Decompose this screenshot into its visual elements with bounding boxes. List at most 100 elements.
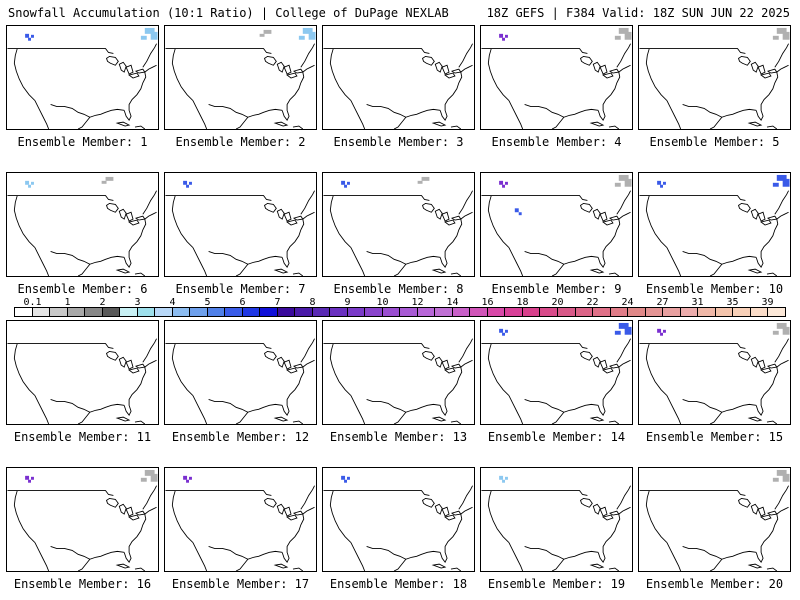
map-boundary [757, 211, 766, 222]
map-boundary [125, 506, 134, 517]
map-boundary [766, 510, 778, 516]
ensemble-member-label: Ensemble Member: 20 [645, 577, 784, 591]
map-boundary [134, 125, 146, 129]
map-boundary [460, 359, 473, 368]
map-boundary [508, 100, 524, 129]
map-boundary [125, 64, 134, 75]
map-boundary [292, 272, 304, 276]
snowfall-patch [499, 33, 504, 38]
map-boundary [134, 215, 146, 221]
snowfall-patch [660, 332, 663, 336]
map-boundary [323, 48, 430, 54]
map-boundary [144, 211, 157, 220]
map-boundary [292, 68, 304, 74]
snowfall-patch [186, 184, 189, 188]
conus-basemap [165, 27, 316, 129]
map-boundary [13, 343, 36, 396]
map-boundary [264, 55, 277, 66]
snowfall-patch [772, 35, 779, 40]
map-boundary [264, 350, 277, 361]
snowfall-patch [347, 181, 350, 185]
map-boundary [34, 100, 50, 129]
snowfall-patch [657, 328, 662, 333]
map-boundary [118, 356, 127, 368]
map-boundary [144, 506, 157, 515]
map-boundary [551, 255, 599, 276]
map-boundary [738, 55, 751, 66]
map-boundary [171, 490, 194, 543]
map-boundary [760, 514, 772, 521]
map-boundary [508, 247, 524, 276]
conus-basemap [639, 469, 790, 571]
map-boundary [422, 497, 435, 508]
snowfall-patch [660, 184, 663, 188]
map-boundary [597, 72, 621, 122]
map-title: Snowfall Accumulation (10:1 Ratio) | Col… [8, 6, 449, 20]
ensemble-member-map [480, 172, 633, 277]
map-boundary [750, 208, 759, 220]
colorbar-swatch [120, 308, 138, 316]
map-boundary [608, 363, 620, 369]
map-boundary [323, 195, 430, 201]
conus-basemap [323, 43, 473, 129]
colorbar-tick-label: 1 [64, 297, 71, 308]
map-boundary [273, 121, 289, 127]
colorbar-swatch [680, 308, 699, 316]
snowfall-patch [31, 181, 34, 185]
map-boundary [431, 121, 447, 127]
map-boundary [608, 125, 620, 129]
snowfall-patch [776, 322, 787, 329]
snowfall-patch [344, 479, 347, 483]
snowfall-patch [341, 180, 346, 185]
map-boundary [276, 61, 285, 73]
colorbar-swatch [295, 308, 313, 316]
ensemble-member-label: Ensemble Member: 15 [645, 430, 784, 444]
map-boundary [142, 43, 157, 68]
colorbar-swatch [733, 308, 751, 316]
map-boundary [300, 43, 315, 68]
colorbar-swatch [557, 308, 576, 316]
map-boundary [7, 343, 114, 349]
map-boundary [439, 219, 463, 269]
map-boundary [118, 208, 127, 220]
colorbar-swatch [452, 308, 471, 316]
map-boundary [580, 55, 593, 66]
snowfall-patch [618, 27, 629, 34]
map-boundary [645, 343, 668, 396]
snowfall-patch [657, 180, 662, 185]
map-boundary [134, 420, 146, 424]
conus-basemap [323, 475, 473, 571]
colorbar-swatch [330, 308, 348, 316]
map-boundary [283, 359, 292, 370]
ensemble-member-map [6, 172, 159, 277]
snowfall-patch [624, 326, 632, 335]
map-boundary [7, 490, 114, 496]
ensemble-member-label: Ensemble Member: 16 [13, 577, 152, 591]
snowfall-patch [505, 34, 508, 38]
snowfall-patch [618, 322, 629, 329]
colorbar-swatch [155, 308, 173, 316]
snowfall-patch [189, 476, 192, 480]
colorbar-tick-label: 18 [516, 297, 529, 308]
map-boundary [616, 190, 631, 215]
colorbar-tick-label: 0.1 [23, 297, 42, 308]
map-boundary [608, 567, 620, 571]
map-boundary [77, 255, 125, 276]
map-boundary [165, 48, 272, 54]
ensemble-member-map [480, 320, 633, 425]
map-boundary [747, 416, 763, 422]
map-boundary [524, 546, 565, 560]
snowfall-patch [502, 332, 505, 336]
map-boundary [123, 367, 147, 417]
map-boundary [292, 215, 304, 221]
snowfall-patch [502, 184, 505, 188]
map-boundary [450, 215, 462, 221]
ensemble-member-map [638, 320, 791, 425]
colorbar-swatch [522, 308, 541, 316]
map-boundary [329, 343, 352, 396]
map-boundary [115, 268, 131, 274]
map-boundary [639, 48, 746, 54]
map-boundary [171, 343, 194, 396]
snowfall-patch [505, 329, 508, 333]
conus-basemap [481, 27, 632, 129]
